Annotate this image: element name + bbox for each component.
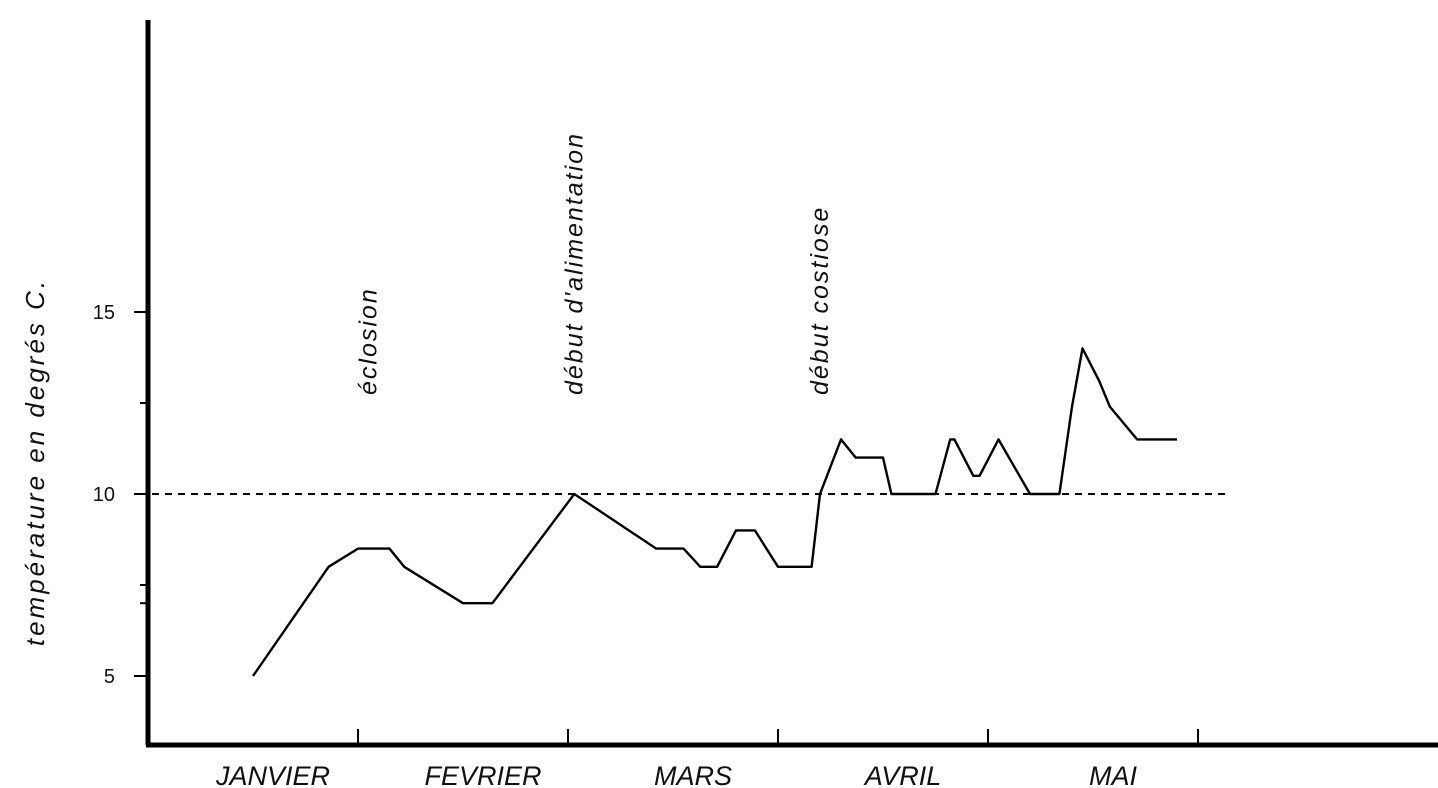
x-month-label: MARS — [654, 761, 732, 788]
annotation-label: début d'alimentation — [560, 132, 588, 395]
annotation-label: éclosion — [355, 287, 383, 395]
y-tick-label: 15 — [93, 302, 115, 324]
x-month-label: JANVIER — [215, 761, 330, 788]
x-month-label: MAI — [1089, 761, 1138, 788]
y-tick-label: 5 — [104, 666, 115, 688]
x-month-label: AVRIL — [863, 761, 942, 788]
axes — [145, 20, 1438, 748]
series-line — [252, 347, 1177, 677]
y-axis-label: température en degrés C. — [20, 278, 50, 646]
series-group — [252, 347, 1177, 677]
month-labels: JANVIER FEVRIER MARS AVRIL MAI — [215, 729, 1199, 788]
annotations: éclosion début d'alimentation début costio… — [355, 132, 835, 395]
x-month-label: FEVRIER — [424, 761, 541, 788]
y-tick-label: 10 — [93, 484, 115, 506]
y-ticks: 5 10 15 — [93, 302, 148, 688]
annotation-label: début costiose — [806, 206, 834, 395]
